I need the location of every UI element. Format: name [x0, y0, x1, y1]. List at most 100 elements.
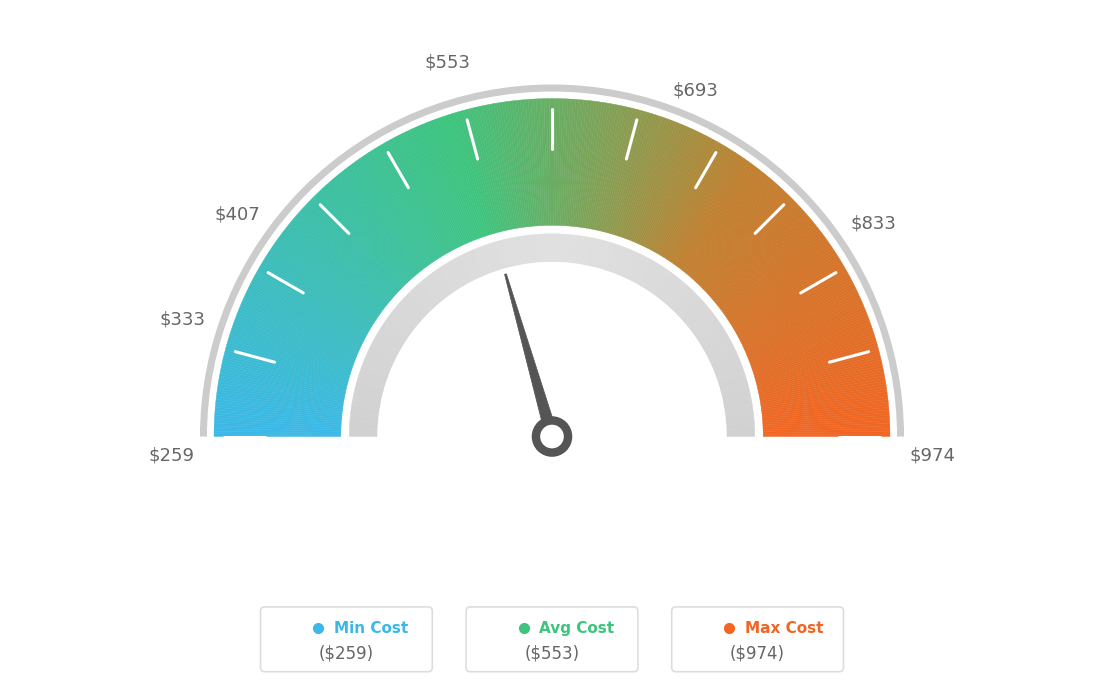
Wedge shape — [609, 111, 646, 234]
Wedge shape — [723, 238, 827, 314]
Wedge shape — [247, 288, 362, 345]
Wedge shape — [394, 137, 455, 250]
Wedge shape — [565, 99, 576, 226]
Wedge shape — [744, 295, 860, 350]
Wedge shape — [737, 276, 851, 337]
Wedge shape — [353, 161, 429, 266]
Wedge shape — [325, 185, 411, 280]
Wedge shape — [752, 330, 873, 371]
Wedge shape — [679, 166, 757, 268]
Wedge shape — [746, 305, 864, 356]
Wedge shape — [427, 121, 476, 240]
Wedge shape — [219, 378, 344, 402]
Wedge shape — [762, 394, 888, 412]
Wedge shape — [741, 286, 856, 344]
Wedge shape — [756, 353, 880, 386]
Wedge shape — [526, 99, 537, 226]
Wedge shape — [734, 264, 845, 331]
Wedge shape — [215, 407, 341, 420]
Wedge shape — [546, 99, 550, 226]
Wedge shape — [698, 192, 787, 285]
Wedge shape — [267, 253, 374, 324]
Wedge shape — [742, 290, 858, 346]
Wedge shape — [520, 235, 531, 264]
Wedge shape — [760, 378, 885, 402]
Wedge shape — [616, 115, 657, 236]
Wedge shape — [735, 269, 847, 333]
Wedge shape — [592, 105, 618, 229]
Wedge shape — [329, 181, 414, 278]
Wedge shape — [273, 244, 379, 318]
Wedge shape — [539, 99, 545, 226]
Wedge shape — [368, 344, 396, 364]
Wedge shape — [552, 99, 554, 226]
Wedge shape — [655, 141, 720, 253]
Wedge shape — [712, 217, 810, 301]
Wedge shape — [505, 101, 524, 228]
Wedge shape — [701, 197, 793, 288]
Wedge shape — [268, 251, 375, 322]
Wedge shape — [715, 223, 816, 304]
Wedge shape — [558, 99, 563, 226]
Wedge shape — [383, 317, 411, 339]
Wedge shape — [730, 253, 837, 324]
Wedge shape — [659, 146, 726, 255]
Wedge shape — [493, 104, 518, 228]
Wedge shape — [446, 259, 467, 288]
Wedge shape — [599, 241, 615, 270]
Wedge shape — [753, 332, 874, 373]
Wedge shape — [684, 172, 765, 273]
Wedge shape — [569, 99, 581, 226]
Wedge shape — [725, 413, 754, 423]
Wedge shape — [233, 322, 353, 366]
Wedge shape — [458, 111, 495, 234]
Wedge shape — [403, 293, 428, 318]
Wedge shape — [636, 126, 689, 244]
Wedge shape — [704, 204, 798, 292]
Wedge shape — [756, 347, 879, 382]
Wedge shape — [729, 251, 836, 322]
Wedge shape — [658, 144, 724, 255]
Wedge shape — [306, 204, 400, 292]
Wedge shape — [214, 434, 341, 437]
Wedge shape — [661, 147, 729, 257]
Wedge shape — [699, 194, 789, 286]
Wedge shape — [248, 286, 363, 344]
Wedge shape — [637, 259, 658, 288]
Wedge shape — [232, 327, 352, 370]
Wedge shape — [250, 283, 364, 342]
Wedge shape — [647, 135, 705, 248]
Text: Avg Cost: Avg Cost — [540, 620, 615, 635]
Wedge shape — [678, 165, 755, 268]
Wedge shape — [484, 105, 511, 230]
Wedge shape — [690, 181, 775, 278]
Wedge shape — [657, 143, 722, 254]
Wedge shape — [351, 163, 428, 266]
Wedge shape — [491, 104, 516, 229]
Wedge shape — [453, 112, 491, 235]
Wedge shape — [733, 262, 842, 329]
Wedge shape — [217, 389, 343, 408]
Wedge shape — [380, 144, 446, 255]
Wedge shape — [362, 155, 435, 262]
Wedge shape — [703, 201, 797, 290]
Wedge shape — [552, 234, 560, 262]
Wedge shape — [460, 253, 479, 281]
Wedge shape — [745, 300, 862, 353]
Wedge shape — [757, 357, 881, 389]
Wedge shape — [628, 121, 677, 240]
Wedge shape — [373, 148, 442, 257]
Wedge shape — [512, 101, 529, 227]
Wedge shape — [725, 244, 831, 318]
Wedge shape — [298, 211, 394, 297]
Wedge shape — [720, 232, 822, 310]
Wedge shape — [762, 397, 888, 413]
Wedge shape — [238, 307, 357, 357]
Wedge shape — [307, 201, 401, 290]
Wedge shape — [554, 99, 558, 226]
Wedge shape — [722, 236, 826, 313]
Wedge shape — [264, 257, 373, 326]
Wedge shape — [367, 152, 437, 260]
Wedge shape — [375, 331, 403, 351]
Wedge shape — [682, 171, 763, 272]
